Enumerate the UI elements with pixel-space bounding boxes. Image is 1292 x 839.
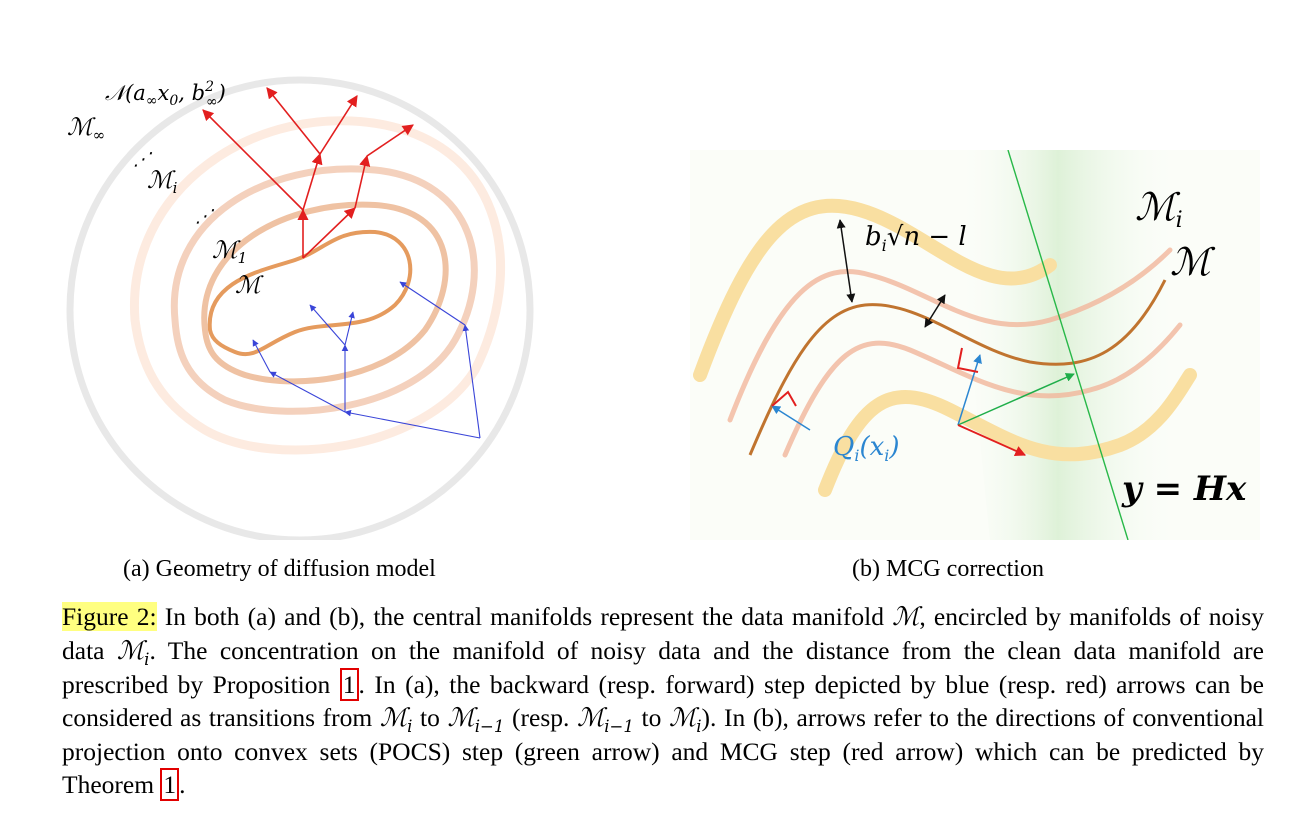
math-manifold-i: ℳi: [116, 636, 150, 670]
subcaption-b: (b) MCG correction: [852, 556, 1044, 582]
math-manifold-i-minus-1: ℳi−1: [447, 703, 505, 737]
backward-blue-arrows: [252, 281, 481, 439]
figure-label: Figure 2:: [62, 602, 157, 631]
dots-upper: ⋰: [133, 149, 153, 170]
gaussian-label: 𝒩(a∞x0, b2 ∞): [105, 79, 226, 110]
caption-text-6: (resp.: [504, 703, 577, 732]
math-manifold-i-2: ℳi: [379, 703, 413, 737]
manifold-label-b: ℳ: [1170, 240, 1216, 284]
noisy-manifold-rings: [130, 116, 505, 455]
caption-text-3: . The concentration on the manifold of n…: [62, 636, 1264, 699]
constraint-line: [1007, 150, 1129, 540]
manifold-label: ℳ: [235, 271, 264, 299]
figure-caption: Figure 2: In both (a) and (b), the centr…: [62, 600, 1264, 801]
manifold-infinity-label: ℳ∞: [67, 113, 105, 144]
constraint-equation: y = Hx: [1121, 469, 1247, 509]
math-manifold: ℳ: [892, 602, 920, 632]
caption-text-5: to: [412, 703, 448, 732]
right-angle-markers: [771, 347, 979, 407]
figure-a-diagram: 𝒩(a∞x0, b2 ∞) ℳ∞ ⋰ ℳi ⋰ ℳ1 ℳ: [66, 76, 534, 540]
manifold-i-label-b: ℳi: [1135, 185, 1183, 233]
caption-text-4: . In (a), the backward (resp. forward) s…: [62, 670, 1264, 732]
math-manifold-i-3: ℳi: [668, 703, 702, 737]
manifold-1-label: ℳ1: [212, 236, 247, 267]
dots-lower: ⋰: [195, 206, 215, 227]
projection-label: Qi(xi): [833, 432, 900, 465]
distance-arrows: [836, 219, 946, 328]
caption-text-9: .: [179, 770, 186, 799]
caption-text-8: ). In (b), arrows refer to the direction…: [62, 703, 1264, 799]
pocs-green-arrow: [957, 373, 1075, 426]
caption-text-7: to: [633, 703, 669, 732]
mcg-red-arrow: [957, 424, 1026, 456]
figure-b-diagram: ℳi ℳ bi√n − l Qi(xi) y = Hx: [690, 150, 1260, 540]
projection-arrows: [771, 354, 982, 431]
math-manifold-i-minus-1-2: ℳi−1: [576, 703, 634, 737]
noisy-bands-far: [693, 198, 1197, 497]
proposition-ref-link[interactable]: 1: [339, 668, 359, 701]
caption-text-1: In both (a) and (b), the central manifol…: [156, 602, 893, 631]
outer-manifold-circle: [66, 76, 534, 540]
forward-red-arrows: [202, 87, 414, 259]
manifold-i-label: ℳi: [147, 166, 178, 197]
subcaption-a: (a) Geometry of diffusion model: [123, 556, 436, 582]
distance-label: bi√n − l: [865, 222, 967, 255]
theorem-ref-link[interactable]: 1: [160, 768, 180, 801]
caption-text-2: , encircled by manifolds of noisy data: [62, 602, 1264, 665]
